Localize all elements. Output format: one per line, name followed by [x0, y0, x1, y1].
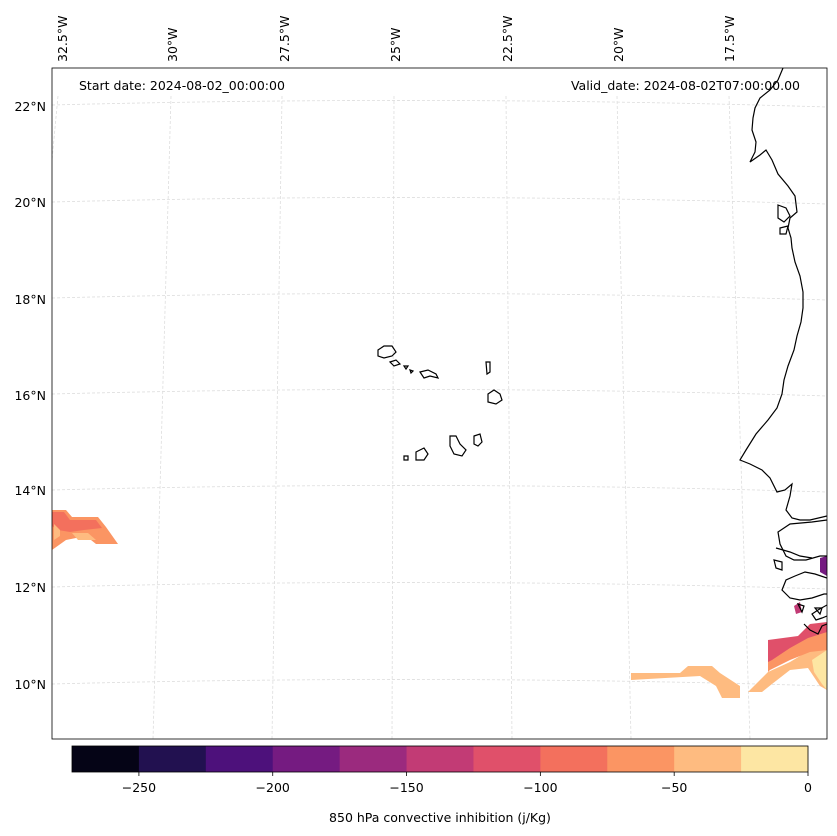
- gridlines: [52, 95, 827, 739]
- parallel-14n: [52, 485, 827, 493]
- meridian-17-5w: [728, 95, 751, 739]
- lon-label-27-5w: 27.5°W: [277, 16, 292, 62]
- guinea-bissau-coast: [781, 571, 827, 601]
- parallel-16n: [52, 389, 827, 397]
- parallel-22n: [52, 100, 827, 108]
- colorbar-tick-label-2: −150: [389, 780, 423, 795]
- meridian-25w: [391, 95, 395, 739]
- cin-patch-west-light2: [72, 533, 96, 540]
- parallel-12n: [52, 582, 827, 590]
- colorbar-ticks: −250 −200 −150 −100 −50 0: [122, 772, 812, 795]
- coastal-islet-1: [777, 204, 791, 223]
- longitude-labels: 32.5°W 30°W 27.5°W 25°W 22.5°W 20°W 17.5…: [55, 16, 737, 62]
- africa-coastline: [739, 68, 827, 521]
- island-brava: [403, 455, 409, 461]
- meridian-32-5w: [52, 95, 59, 161]
- island-maio: [473, 433, 483, 447]
- start-date-label: Start date: 2024-08-02_00:00:00: [79, 78, 285, 93]
- lon-label-22-5w: 22.5°W: [500, 16, 515, 62]
- lon-label-30w: 30°W: [165, 27, 180, 62]
- island-santa-luzia: [402, 365, 410, 371]
- lat-label-12n: 12°N: [14, 580, 46, 595]
- island-sao-vicente: [388, 359, 402, 367]
- parallel-10n: [52, 679, 827, 687]
- map-panel: [52, 68, 827, 739]
- lon-label-17-5w: 17.5°W: [722, 16, 737, 62]
- cin-patch-se-purple: [820, 556, 827, 576]
- latitude-labels: 22°N 20°N 18°N 16°N 14°N 12°N 10°N: [14, 99, 46, 692]
- colorbar-bin-0: [72, 746, 140, 772]
- colorbar-bin-10: [741, 746, 809, 772]
- colorbar-bin-9: [674, 746, 742, 772]
- colorbar: −250 −200 −150 −100 −50 0 850 hPa convective …: [71, 745, 812, 825]
- lat-label-20n: 20°N: [14, 195, 46, 210]
- bijagos-islet-1: [796, 602, 805, 614]
- cin-patch-west-light: [54, 524, 60, 540]
- island-santiago: [449, 435, 467, 457]
- meridian-22-5w: [505, 95, 513, 739]
- island-boa-vista: [487, 389, 503, 405]
- colorbar-swatches: [72, 746, 809, 772]
- colorbar-bin-2: [205, 746, 274, 772]
- island-raso: [409, 369, 415, 375]
- lat-label-18n: 18°N: [14, 292, 46, 307]
- colorbar-tick-label-5: 0: [804, 780, 812, 795]
- cin-patch-se-orange: [768, 628, 827, 672]
- coastal-islet-3: [773, 559, 783, 571]
- meridian-27-5w: [271, 95, 283, 739]
- lat-label-14n: 14°N: [14, 483, 46, 498]
- colorbar-bin-3: [272, 746, 341, 772]
- colorbar-tick-label-3: −100: [523, 780, 557, 795]
- coastlines: [377, 68, 827, 635]
- colorbar-title: 850 hPa convective inhibition (j/Kg): [329, 810, 551, 825]
- lat-label-22n: 22°N: [14, 99, 46, 114]
- island-sal: [485, 361, 491, 376]
- colorbar-bin-6: [473, 746, 541, 772]
- colorbar-bin-7: [540, 746, 608, 772]
- colorbar-bin-8: [607, 746, 675, 772]
- lat-label-10n: 10°N: [14, 677, 46, 692]
- meridian-30w: [152, 95, 172, 739]
- colorbar-bin-4: [339, 746, 408, 772]
- colorbar-bin-1: [138, 746, 207, 772]
- island-fogo: [415, 447, 429, 461]
- cin-patch-se-red: [768, 622, 827, 662]
- lat-label-16n: 16°N: [14, 388, 46, 403]
- colorbar-tick-label-4: −50: [661, 780, 687, 795]
- colorbar-tick-label-1: −200: [256, 780, 290, 795]
- island-sao-nicolau: [419, 369, 440, 379]
- guinea-coast: [811, 604, 827, 621]
- colorbar-border: [71, 745, 809, 773]
- valid-date-label: Valid_date: 2024-08-02T07:00:00.00: [571, 78, 800, 93]
- island-santo-antao: [377, 345, 397, 359]
- map-border: [51, 67, 828, 740]
- lon-label-32-5w: 32.5°W: [55, 16, 70, 62]
- lon-label-20w: 20°W: [611, 27, 626, 62]
- cin-patch-se-band: [631, 666, 740, 698]
- bijagos-islet-2: [813, 607, 823, 616]
- map-background: [52, 68, 827, 739]
- cin-field: [52, 510, 827, 698]
- parallel-18n: [52, 293, 827, 301]
- guinea-coast-2: [803, 623, 827, 635]
- cin-patch-se-lightband: [812, 650, 827, 690]
- colorbar-tick-label-0: −250: [122, 780, 156, 795]
- coastal-islet-2: [779, 225, 789, 235]
- parallel-20n: [52, 197, 827, 205]
- lon-label-25w: 25°W: [388, 27, 403, 62]
- colorbar-bin-5: [406, 746, 474, 772]
- meridian-20w: [616, 95, 632, 739]
- gambia-inlet: [775, 547, 813, 559]
- cin-patch-west-inner: [52, 512, 102, 532]
